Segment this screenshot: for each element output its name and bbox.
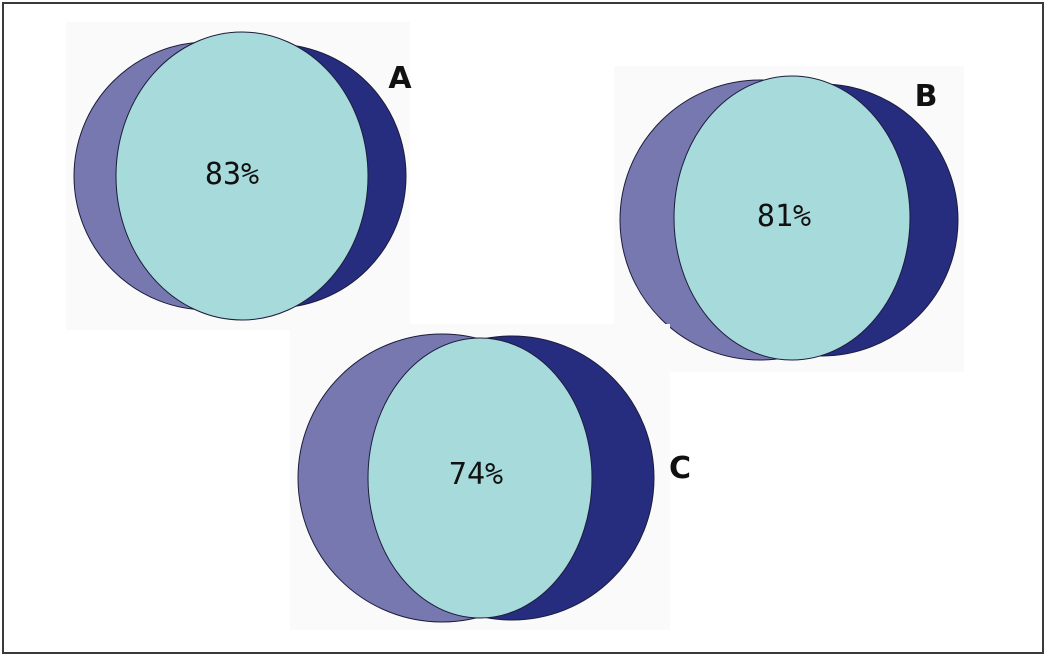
venn-diagram-b: 81% B (614, 66, 964, 372)
venn-diagram-c: 74% C (290, 324, 691, 630)
overlap-label-c: 74% (449, 457, 503, 492)
overlap-c (367, 337, 593, 619)
overlap-label-b: 81% (757, 199, 811, 234)
diagram-label-b: B (915, 79, 938, 114)
overlap-b (673, 75, 911, 361)
diagram-label-c: C (669, 451, 691, 486)
venn-diagram-a: 83% A (66, 22, 412, 330)
overlap-a (115, 31, 369, 321)
overlap-label-a: 83% (205, 157, 259, 192)
diagram-label-a: A (388, 61, 412, 96)
